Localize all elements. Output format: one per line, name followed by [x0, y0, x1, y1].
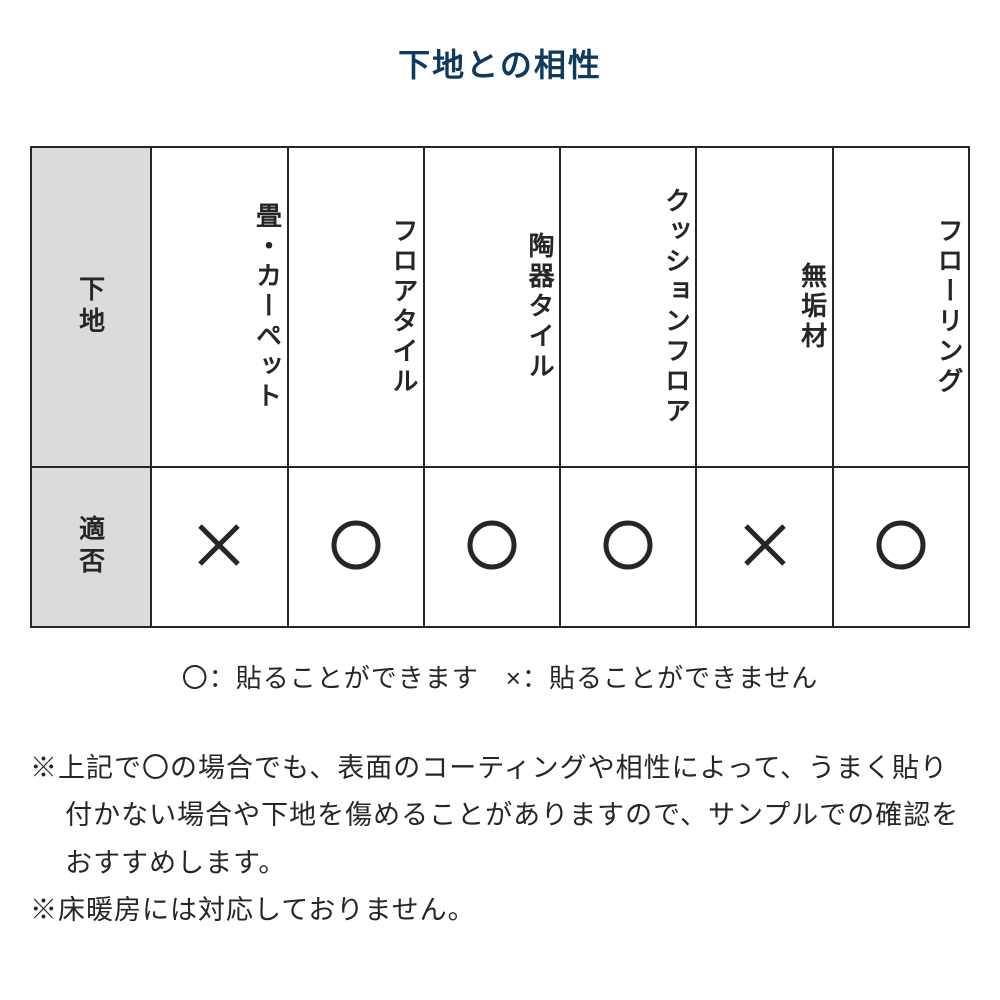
row-header-cell: 下地 — [31, 147, 151, 467]
value-cell — [424, 467, 560, 627]
cross-icon — [194, 520, 244, 570]
page-container: 下地との相性 下地 畳・カーペット フロアタイル 陶器タイル クッションフロア … — [0, 0, 1000, 974]
table-header-row: 下地 畳・カーペット フロアタイル 陶器タイル クッションフロア 無垢材 フロー… — [31, 147, 969, 467]
note-item: ※上記で〇の場合でも、表面のコーティングや相性によって、うまく貼り付かない場合や… — [30, 745, 970, 887]
circle-icon — [874, 518, 928, 572]
value-cell — [288, 467, 424, 627]
value-cell — [696, 467, 832, 627]
col-header: クッションフロア — [560, 147, 696, 467]
row-label-cell: 適否 — [31, 467, 151, 627]
page-title: 下地との相性 — [30, 40, 970, 86]
col-header: フロアタイル — [288, 147, 424, 467]
col-header: 畳・カーペット — [151, 147, 287, 467]
value-cell — [560, 467, 696, 627]
compatibility-table: 下地 畳・カーペット フロアタイル 陶器タイル クッションフロア 無垢材 フロー… — [30, 146, 970, 628]
circle-icon — [465, 518, 519, 572]
circle-icon — [329, 518, 383, 572]
col-header: 陶器タイル — [424, 147, 560, 467]
circle-icon — [601, 518, 655, 572]
value-cell — [151, 467, 287, 627]
legend-text: 〇：貼ることができます ×：貼ることができません — [30, 658, 970, 695]
table-data-row: 適否 — [31, 467, 969, 627]
cross-icon — [740, 520, 790, 570]
col-header: 無垢材 — [696, 147, 832, 467]
col-header: フローリング — [833, 147, 969, 467]
notes-block: ※上記で〇の場合でも、表面のコーティングや相性によって、うまく貼り付かない場合や… — [30, 745, 970, 934]
value-cell — [833, 467, 969, 627]
note-item: ※床暖房には対応しておりません。 — [30, 887, 970, 934]
